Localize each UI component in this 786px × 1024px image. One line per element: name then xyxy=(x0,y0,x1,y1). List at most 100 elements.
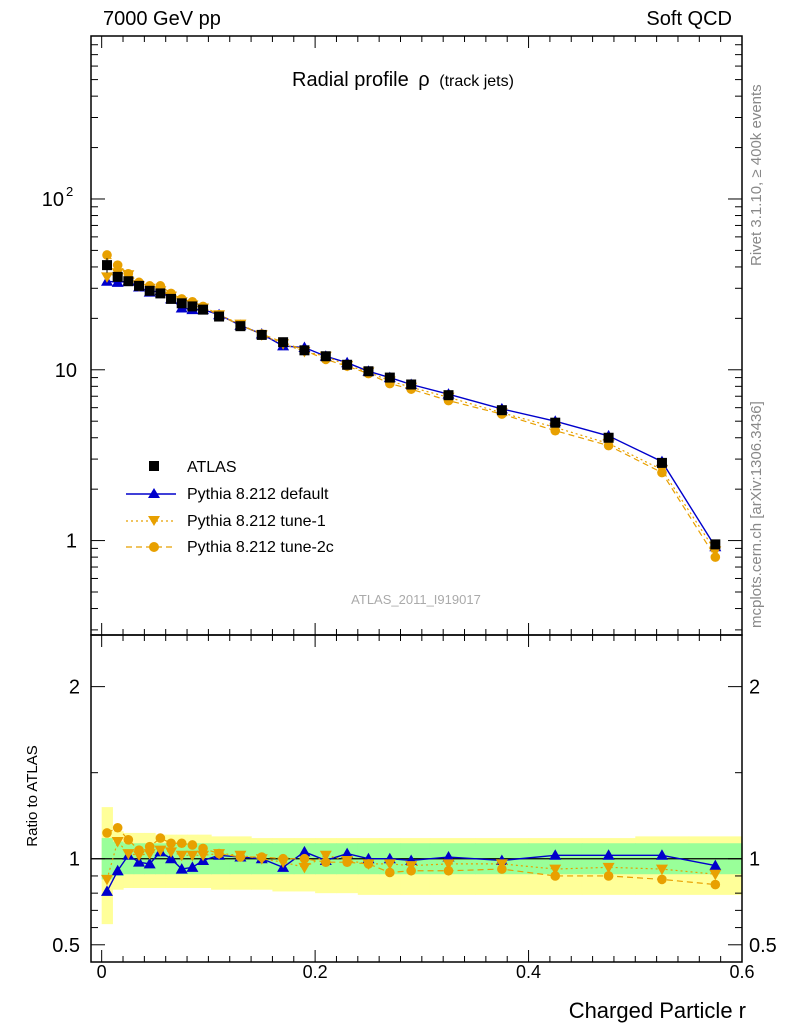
x-tick-label: 0.4 xyxy=(516,962,541,982)
ratio-point-pythia-8-212-tune-2c xyxy=(123,835,134,845)
ratio-point-pythia-8-212-tune-1 xyxy=(709,869,722,881)
point-atlas xyxy=(155,288,166,299)
ratio-y-tick-label: 2 xyxy=(69,677,80,699)
point-pythia-8-212-tune-1 xyxy=(101,272,114,283)
point-atlas xyxy=(187,301,198,312)
ratio-y-tick-label-right: 0.5 xyxy=(749,935,777,957)
ratio-point-pythia-8-212-default xyxy=(101,885,114,896)
point-pythia-8-212-tune-2c xyxy=(550,425,561,436)
x-tick-label: 0.6 xyxy=(729,962,754,982)
ratio-frame xyxy=(90,634,743,963)
ratio-point-pythia-8-212-default xyxy=(143,857,156,869)
ratio-point-pythia-8-212-tune-2c xyxy=(363,859,374,869)
point-atlas xyxy=(112,271,123,282)
ratio-point-pythia-8-212-default xyxy=(442,851,455,862)
ratio-point-pythia-8-212-tune-2c xyxy=(155,833,166,843)
ratio-point-pythia-8-212-default xyxy=(165,852,178,864)
ratio-point-pythia-8-212-tune-1 xyxy=(175,850,188,862)
point-atlas xyxy=(102,260,113,271)
ratio-point-pythia-8-212-tune-2c xyxy=(166,838,176,849)
ratio-point-pythia-8-212-default xyxy=(602,849,615,860)
ratio-point-pythia-8-212-tune-1 xyxy=(186,850,199,862)
main-y-tick-label: 10 xyxy=(55,360,77,382)
point-atlas xyxy=(406,379,417,390)
ratio-point-pythia-8-212-default xyxy=(298,845,311,857)
point-pythia-8-212-tune-2c xyxy=(112,260,123,270)
ratio-y-tick-label-right: 2 xyxy=(749,677,760,699)
x-axis-label: Charged Particle r xyxy=(569,998,746,1023)
ratio-point-pythia-8-212-tune-1 xyxy=(197,850,210,862)
ratio-point-pythia-8-212-tune-2c xyxy=(134,845,144,855)
ratio-point-pythia-8-212-default xyxy=(133,856,146,867)
ratio-point-pythia-8-212-default xyxy=(709,859,722,871)
main-panel xyxy=(101,250,722,562)
main-y-tick-label: 10 xyxy=(42,189,64,211)
ratio-point-pythia-8-212-tune-2c xyxy=(497,864,507,874)
point-atlas xyxy=(496,405,507,416)
ratio-line-pythia-8-212-tune-2c xyxy=(106,827,716,886)
ratio-point-pythia-8-212-tune-1 xyxy=(549,864,562,876)
point-atlas xyxy=(144,285,155,296)
ratio-point-pythia-8-212-default xyxy=(186,861,199,872)
point-pythia-8-212-tune-2c xyxy=(123,268,134,279)
ratio-point-pythia-8-212-tune-2c xyxy=(198,843,208,854)
header-category-label: Soft QCD xyxy=(646,8,732,30)
svg-text:Pythia 8.212 tune-1: Pythia 8.212 tune-1 xyxy=(187,513,326,530)
ratio-point-pythia-8-212-tune-1 xyxy=(101,874,114,886)
ratio-point-pythia-8-212-tune-2c xyxy=(144,841,155,852)
point-atlas xyxy=(123,276,134,287)
ratio-point-pythia-8-212-tune-1 xyxy=(111,837,124,848)
chart-title: Radial profile ρ (track jets) xyxy=(292,69,514,91)
x-tick-label: 0 xyxy=(97,962,107,982)
ratio-point-pythia-8-212-default xyxy=(341,847,354,859)
ratio-line-pythia-8-212-tune-1 xyxy=(106,840,716,880)
point-atlas xyxy=(710,539,721,550)
ratio-point-pythia-8-212-tune-1 xyxy=(298,862,311,874)
point-pythia-8-212-tune-2c xyxy=(102,250,112,260)
ratio-point-pythia-8-212-tune-1 xyxy=(319,850,332,862)
point-atlas xyxy=(443,390,454,401)
ratio-point-pythia-8-212-default xyxy=(175,863,188,874)
point-atlas xyxy=(384,372,395,383)
point-pythia-8-212-tune-2c xyxy=(657,467,667,478)
point-atlas xyxy=(214,311,225,322)
ratio-point-pythia-8-212-tune-1 xyxy=(655,864,668,876)
main-y-tick-label: 1 xyxy=(66,531,77,553)
point-atlas xyxy=(299,345,310,356)
ratio-point-pythia-8-212-tune-2c xyxy=(176,838,187,849)
legend-entry-tune-1: Pythia 8.212 tune-1 xyxy=(126,513,326,530)
ratio-point-pythia-8-212-default xyxy=(111,864,124,876)
svg-text:Pythia 8.212 tune-2c: Pythia 8.212 tune-2c xyxy=(187,539,334,556)
ratio-y-tick-label: 0.5 xyxy=(52,935,80,957)
point-atlas xyxy=(363,366,374,377)
svg-text:Pythia 8.212 default: Pythia 8.212 default xyxy=(187,486,329,503)
main-y-tick-label-exponent: 2 xyxy=(66,184,73,199)
ratio-y-axis-label: Ratio to ATLAS xyxy=(24,745,41,846)
point-atlas xyxy=(256,329,267,340)
ratio-point-pythia-8-212-tune-2c xyxy=(406,865,416,876)
ratio-y-tick-label: 1 xyxy=(69,849,80,871)
ratio-point-pythia-8-212-tune-2c xyxy=(256,852,267,862)
ratio-point-pythia-8-212-tune-1 xyxy=(383,859,396,870)
ratio-point-pythia-8-212-tune-2c xyxy=(278,853,288,864)
ratio-point-pythia-8-212-tune-1 xyxy=(143,849,156,860)
point-atlas xyxy=(342,359,353,370)
point-atlas xyxy=(198,304,209,315)
point-atlas xyxy=(550,417,561,428)
ratio-point-pythia-8-212-tune-2c xyxy=(299,853,310,864)
point-pythia-8-212-tune-2c xyxy=(155,281,166,291)
legend: ATLAS Pythia 8.212 default Pythia 8.212 … xyxy=(126,459,334,556)
ratio-point-pythia-8-212-tune-2c xyxy=(320,857,331,867)
ratio-point-pythia-8-212-tune-1 xyxy=(602,862,615,874)
ratio-point-pythia-8-212-tune-2c xyxy=(102,828,112,838)
ratio-point-pythia-8-212-tune-2c xyxy=(112,822,123,833)
ratio-point-pythia-8-212-tune-2c xyxy=(443,865,454,876)
legend-entry-default: Pythia 8.212 default xyxy=(126,486,329,503)
ratio-point-pythia-8-212-tune-2c xyxy=(342,857,352,867)
point-atlas xyxy=(656,457,667,468)
ratio-point-pythia-8-212-tune-1 xyxy=(442,859,455,870)
ratio-point-pythia-8-212-default xyxy=(655,849,668,860)
point-atlas xyxy=(134,280,145,291)
